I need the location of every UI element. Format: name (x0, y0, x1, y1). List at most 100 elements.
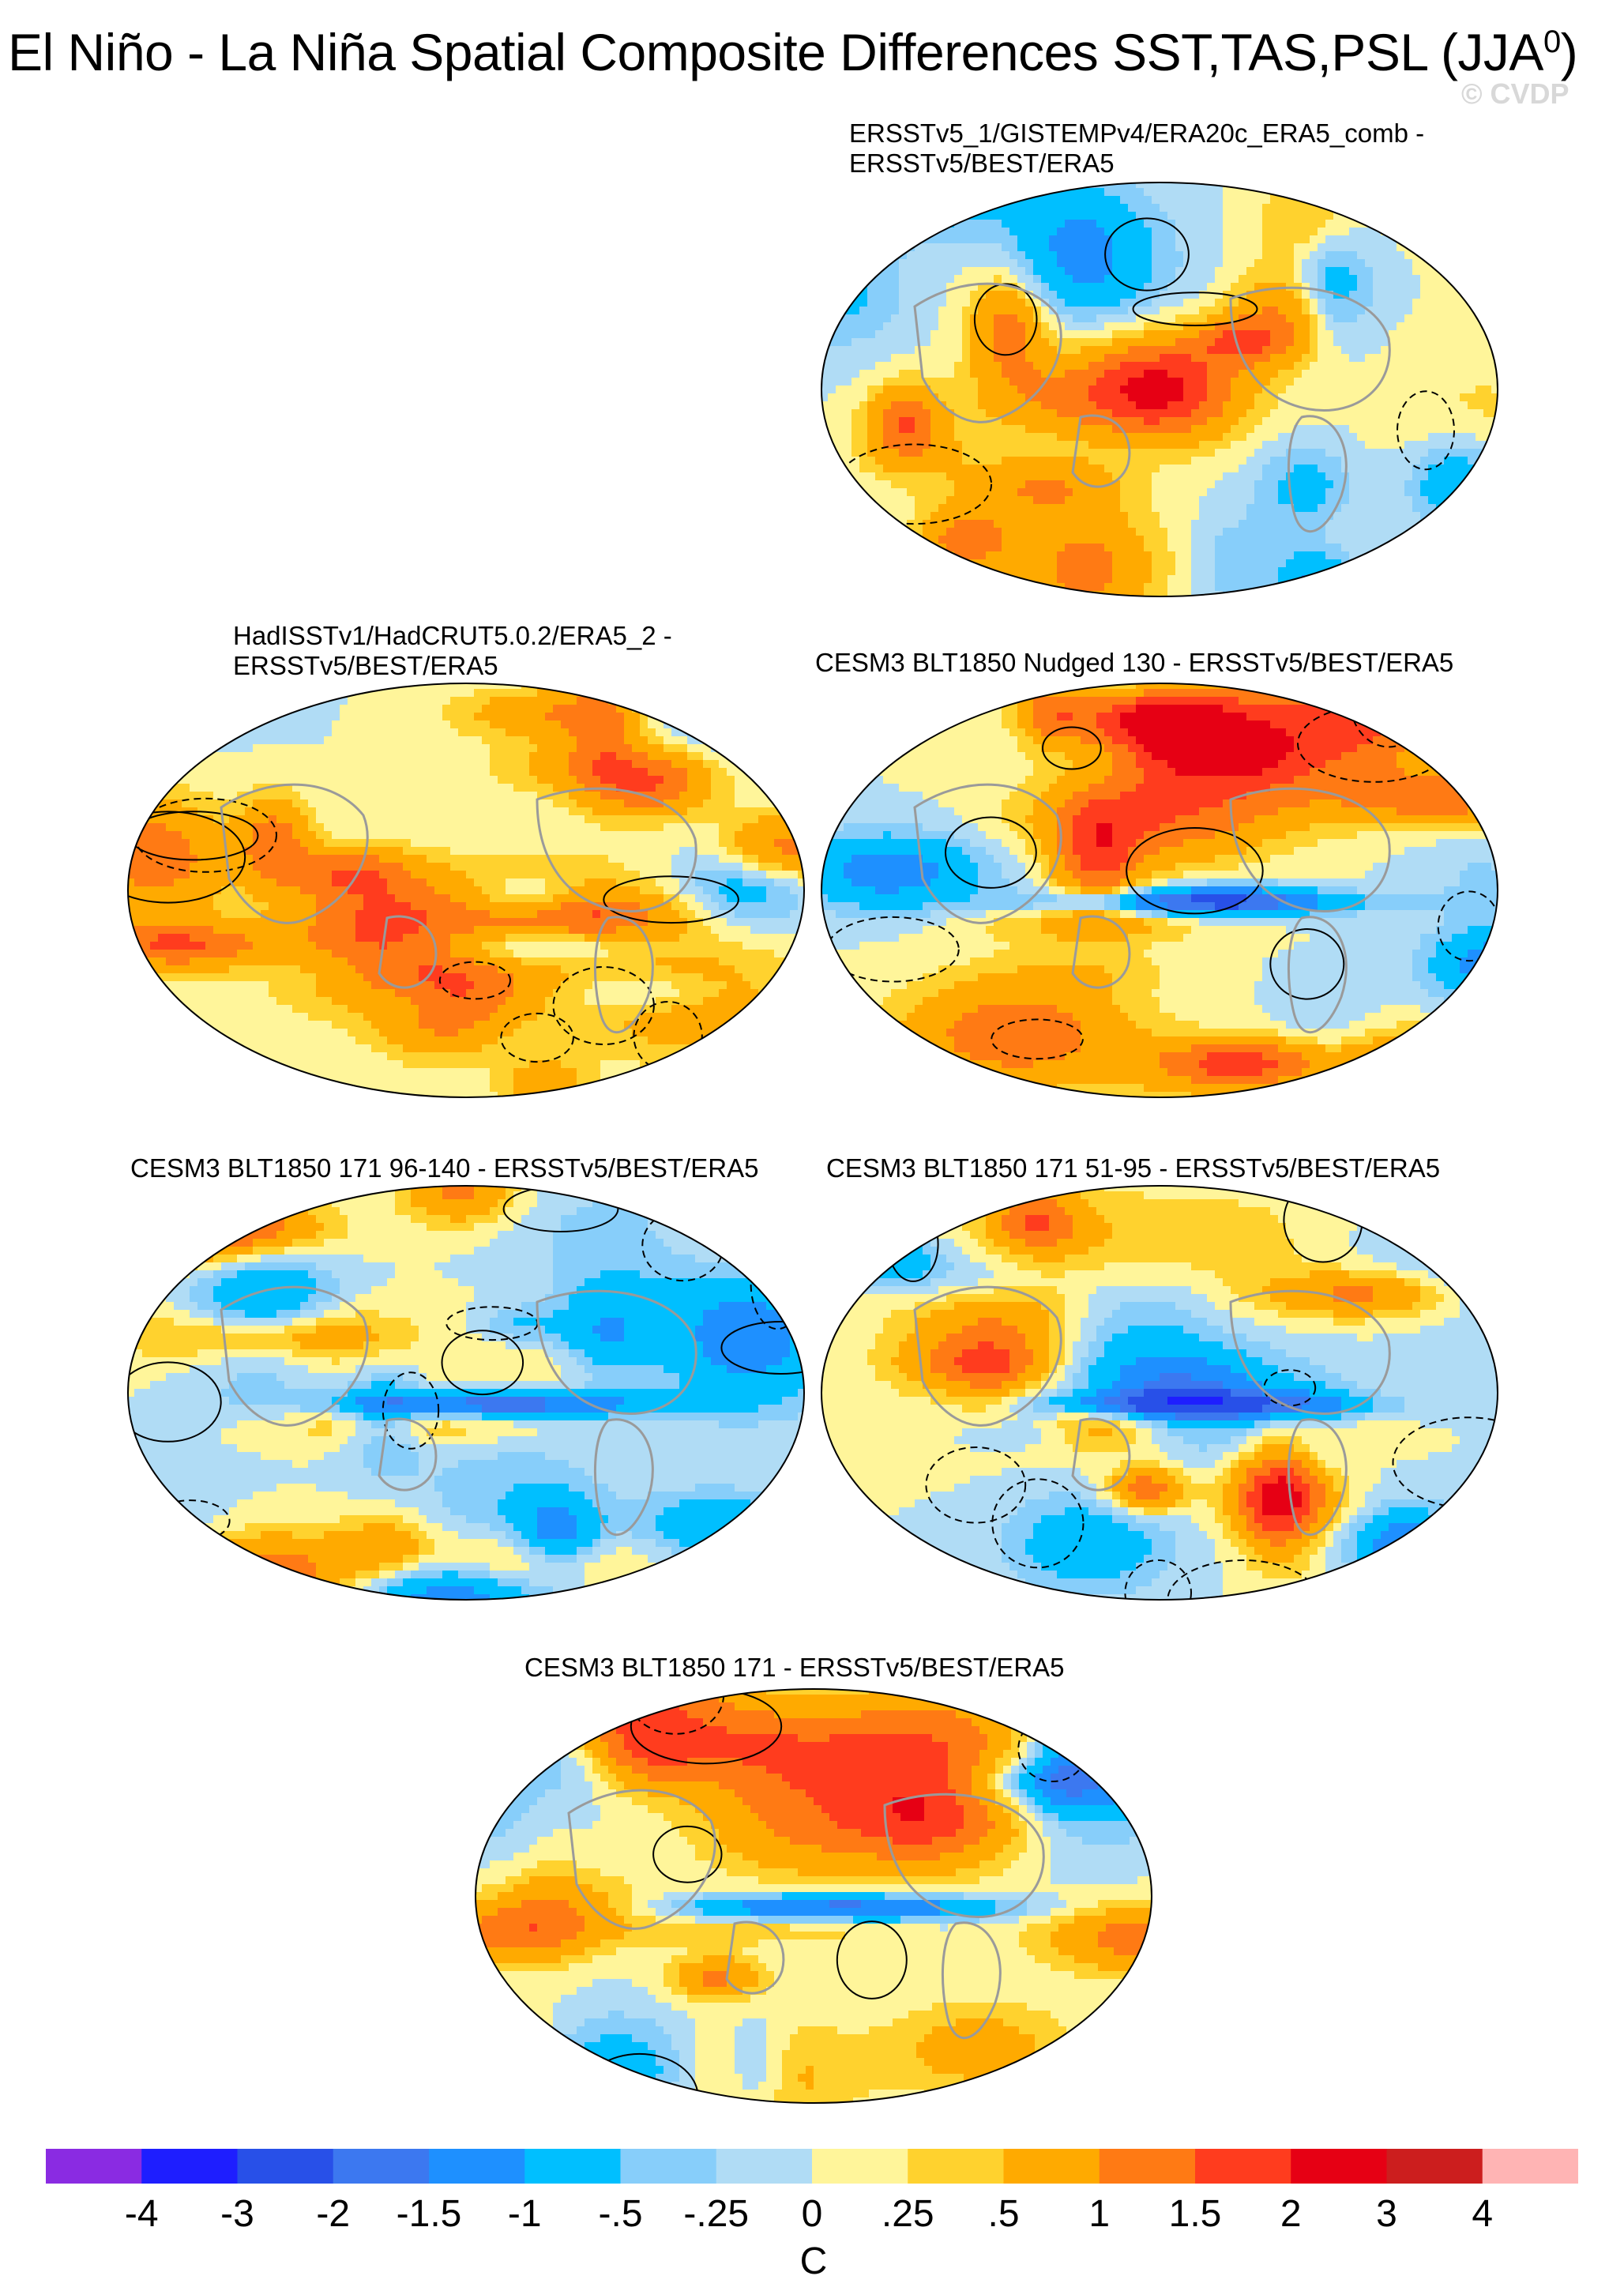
coastline (1229, 787, 1391, 912)
colorbar-unit-label: C (800, 2240, 828, 2283)
psl-contour (438, 961, 511, 1000)
psl-contour (973, 283, 1038, 356)
panel-title-3-line-1: CESM3 BLT1850 171 96-140 - ERSSTv5/BEST/… (130, 1153, 758, 1183)
colorbar-tick-label: 0 (802, 2192, 823, 2236)
panel-title-4: CESM3 BLT1850 171 51-95 - ERSSTv5/BEST/E… (826, 1153, 1440, 1183)
map-border (127, 683, 805, 1098)
coastline (593, 1418, 654, 1537)
cvdp-watermark: © CVDP (1461, 77, 1569, 111)
colorbar-swatch (46, 2149, 142, 2184)
psl-contour (925, 1446, 1027, 1524)
psl-contour (1124, 1559, 1193, 1600)
map-panel-1 (127, 683, 805, 1098)
colorbar-swatch (1386, 2149, 1483, 2184)
psl-contour (552, 966, 655, 1045)
psl-contour (821, 577, 881, 596)
psl-contour (721, 1033, 775, 1066)
colorbar-swatch (1291, 2149, 1388, 2184)
coastline (220, 783, 369, 924)
coastline (1287, 1418, 1348, 1537)
coastline (378, 1417, 438, 1492)
colorbar (46, 2149, 1578, 2184)
map-panel-5 (475, 1688, 1152, 2104)
panel-title-1: HadISSTv1/HadCRUT5.0.2/ERA5_2 - ERSSTv5/… (233, 621, 672, 681)
panel-title-0: ERSSTv5_1/GISTEMPv4/ERA20c_ERA5_comb - E… (849, 118, 1424, 179)
psl-contour (1082, 1691, 1152, 1733)
psl-contour (836, 1920, 908, 1999)
colorbar-swatch (1003, 2149, 1100, 2184)
coastline (941, 1921, 1002, 2040)
panel-title-2: CESM3 BLT1850 Nudged 130 - ERSSTv5/BEST/… (815, 648, 1453, 678)
colorbar-tick-label: -1 (508, 2192, 542, 2236)
psl-contour (836, 443, 993, 525)
coastline (536, 787, 697, 912)
colorbar-tick-label: 3 (1376, 2192, 1397, 2236)
figure-title: El Niño - La Niña Spatial Composite Diff… (8, 22, 1578, 82)
psl-contour (720, 1321, 804, 1375)
colorbar-tick-label: 1.5 (1169, 2192, 1222, 2236)
colorbar-swatch (524, 2149, 622, 2184)
colorbar-tick-label: .25 (882, 2192, 934, 2236)
coastline (1287, 916, 1348, 1034)
map-border (127, 1185, 805, 1601)
psl-contour (1167, 1559, 1319, 1600)
map-panel-2 (821, 683, 1498, 1098)
psl-contour (630, 1689, 783, 1765)
psl-contour (1397, 390, 1455, 471)
psl-contour (821, 224, 889, 264)
coastline (1071, 414, 1131, 488)
colorbar-swatch (908, 2149, 1005, 2184)
colorbar-swatch (1099, 2149, 1196, 2184)
psl-contour (441, 1330, 524, 1396)
psl-contour (836, 1186, 930, 1232)
psl-contour (128, 811, 246, 904)
colorbar-swatch (333, 2149, 430, 2184)
coastline (220, 1285, 369, 1427)
colorbar-swatch (812, 2149, 908, 2184)
colorbar-tick-label: -2 (316, 2192, 350, 2236)
coastline (1071, 1417, 1131, 1492)
coastline (1229, 286, 1391, 412)
map-border (821, 683, 1498, 1098)
psl-contour (603, 875, 739, 924)
psl-contour (1269, 928, 1345, 1000)
psl-contour (945, 816, 1037, 889)
psl-contour (991, 1478, 1085, 1569)
colorbar-tick-label: -3 (220, 2192, 254, 2236)
map-panel-4 (821, 1185, 1498, 1601)
colorbar-tick-label: 4 (1472, 2192, 1493, 2236)
coastline (913, 1285, 1062, 1427)
coastline (378, 915, 438, 989)
psl-contour (133, 797, 277, 873)
anomaly-field (128, 1186, 804, 1600)
colorbar-tick-label: .5 (987, 2192, 1019, 2236)
psl-contour (1263, 1369, 1317, 1407)
map-border (821, 1185, 1498, 1601)
map-border (475, 1688, 1152, 2104)
colorbar-swatch (1482, 2149, 1578, 2184)
anomaly-field (128, 683, 804, 1097)
panel-title-2-line-1: CESM3 BLT1850 Nudged 130 - ERSSTv5/BEST/… (815, 648, 1453, 678)
psl-contour (500, 1012, 574, 1063)
coastline (725, 1920, 785, 1995)
psl-contour (991, 1018, 1084, 1060)
colorbar-tick-label: -.5 (598, 2192, 642, 2236)
panel-title-5: CESM3 BLT1850 171 - ERSSTv5/BEST/ERA5 (524, 1653, 1065, 1683)
coastline (1071, 915, 1131, 989)
psl-contour (1045, 2038, 1152, 2103)
panel-title-3: CESM3 BLT1850 171 96-140 - ERSSTv5/BEST/… (130, 1153, 758, 1183)
map-border (821, 182, 1498, 597)
colorbar-tick-label: -1.5 (397, 2192, 462, 2236)
psl-contour (382, 1371, 440, 1450)
colorbar-swatch (1195, 2149, 1291, 2184)
psl-contour (1449, 507, 1498, 564)
panel-title-4-line-1: CESM3 BLT1850 171 51-95 - ERSSTv5/BEST/E… (826, 1153, 1440, 1183)
psl-contour (1132, 292, 1258, 327)
coastline (567, 1789, 716, 1930)
coastline (883, 1793, 1045, 1918)
colorbar-swatch (237, 2149, 334, 2184)
colorbar-tick-label: -4 (125, 2192, 159, 2236)
psl-contour (652, 1825, 723, 1883)
psl-contour (1042, 726, 1102, 770)
colorbar-swatch (141, 2149, 239, 2184)
